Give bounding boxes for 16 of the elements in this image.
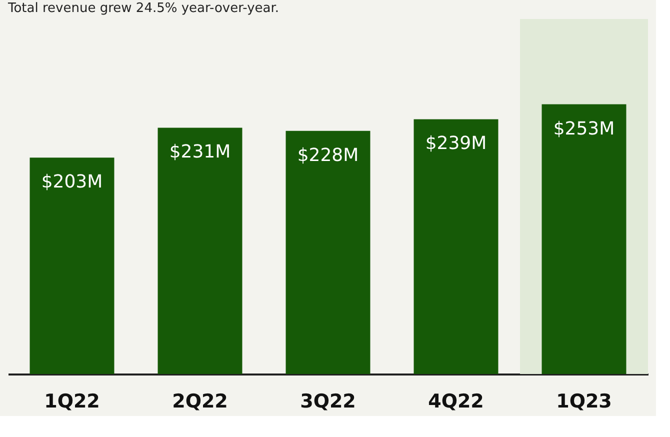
- data-label: $253M: [553, 118, 615, 140]
- x-tick-label: 4Q22: [428, 390, 484, 412]
- x-tick-label: 3Q22: [300, 390, 356, 412]
- data-label: $228M: [297, 144, 359, 166]
- bar: [158, 128, 242, 374]
- bar: [414, 119, 498, 374]
- x-tick-label: 2Q22: [172, 390, 228, 412]
- x-tick-label: 1Q23: [556, 390, 612, 412]
- data-label: $203M: [41, 172, 103, 193]
- data-label: $239M: [425, 133, 487, 154]
- x-tick-label: 1Q22: [44, 390, 100, 412]
- bar: [542, 104, 626, 374]
- bar: [30, 158, 114, 374]
- data-label: $231M: [169, 142, 231, 163]
- bar: [286, 130, 370, 374]
- chart-subtitle: Total revenue grew 24.5% year-over-year.: [7, 1, 280, 16]
